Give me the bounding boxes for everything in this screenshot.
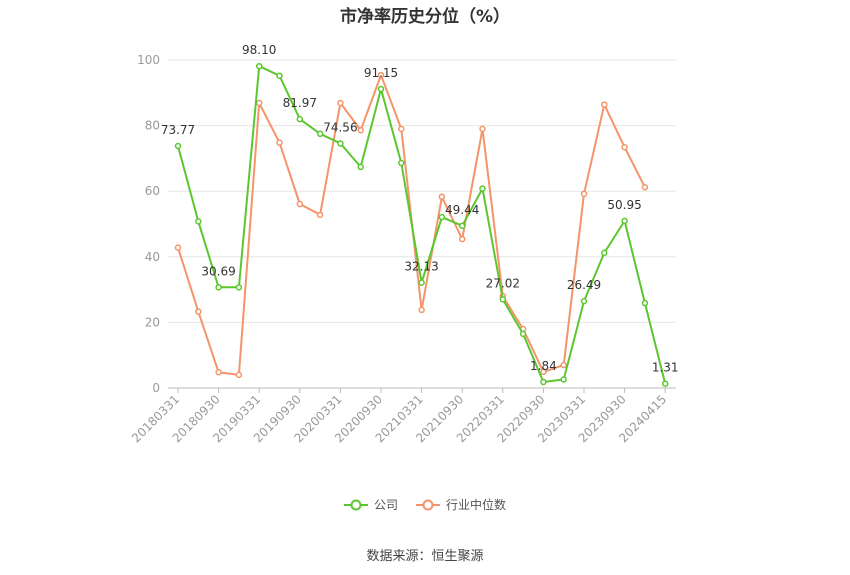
data-source: 数据来源：恒生聚源 <box>366 549 484 564</box>
data-point-industry <box>296 200 304 208</box>
data-label: 74.56 <box>323 120 357 134</box>
data-label: 50.95 <box>607 198 641 212</box>
data-label: 91.15 <box>364 66 398 80</box>
data-point-industry <box>479 125 486 133</box>
data-point-company <box>255 62 263 70</box>
data-point-company <box>235 284 243 291</box>
data-point-industry <box>540 368 547 376</box>
legend-item-industry[interactable]: 行业中位数 <box>416 496 506 513</box>
data-label: 73.77 <box>161 123 195 137</box>
data-point-industry <box>641 184 649 191</box>
data-point-company <box>499 296 507 303</box>
data-label: 81.97 <box>283 96 317 110</box>
data-point-industry <box>458 235 466 243</box>
data-point-industry <box>316 211 324 219</box>
data-label: 98.10 <box>242 43 276 57</box>
data-point-industry <box>215 369 222 376</box>
legend-item-company[interactable]: 公司 <box>343 496 398 513</box>
data-point-company <box>641 299 649 307</box>
legend-marker-company-icon <box>343 499 368 510</box>
legend: 公司 行业中位数 <box>0 496 850 513</box>
legend-label-industry: 行业中位数 <box>446 498 507 512</box>
data-point-industry <box>255 99 263 107</box>
data-point-company <box>458 222 466 230</box>
y-tick-label: 20 <box>145 315 160 329</box>
data-point-company <box>357 163 364 171</box>
data-point-company <box>215 284 222 291</box>
data-point-industry <box>621 143 628 151</box>
legend-marker-industry-icon <box>416 499 440 510</box>
data-point-company <box>601 249 608 257</box>
data-point-industry <box>580 190 588 198</box>
data-point-company <box>661 380 669 387</box>
data-point-company <box>479 185 486 192</box>
data-point-company <box>560 376 567 383</box>
legend-label-company: 公司 <box>373 498 398 512</box>
data-point-company <box>296 115 304 123</box>
data-point-company <box>337 140 344 147</box>
data-point-company <box>519 330 527 338</box>
data-point-industry <box>560 361 567 369</box>
data-point-company <box>276 72 283 79</box>
data-point-company <box>174 142 182 150</box>
data-point-company <box>580 297 588 305</box>
data-point-industry <box>418 306 425 314</box>
data-point-company <box>316 130 324 138</box>
y-tick-label: 40 <box>145 250 160 264</box>
data-label: 1.84 <box>530 359 557 373</box>
data-point-industry <box>601 101 608 108</box>
data-point-company <box>438 213 446 221</box>
data-point-industry <box>195 308 202 315</box>
data-label: 49.44 <box>445 203 479 217</box>
chart-title: 市净率历史分位（%） <box>339 7 511 27</box>
data-point-industry <box>337 99 344 107</box>
data-label: 30.69 <box>201 264 235 278</box>
data-point-company <box>398 159 405 167</box>
data-point-industry <box>174 244 182 251</box>
y-tick-label: 100 <box>137 53 160 67</box>
data-point-industry <box>398 125 405 133</box>
data-point-company <box>621 217 628 225</box>
data-label: 1.31 <box>652 361 679 375</box>
data-point-company <box>377 85 385 93</box>
data-label: 32.13 <box>404 260 438 274</box>
data-point-industry <box>276 139 283 146</box>
data-point-industry <box>377 71 385 79</box>
y-tick-label: 60 <box>145 184 160 198</box>
data-label: 26.49 <box>567 278 601 292</box>
data-label: 27.02 <box>486 276 520 290</box>
data-point-industry <box>357 126 364 134</box>
data-point-company <box>195 218 202 225</box>
data-point-industry <box>438 193 446 201</box>
data-point-company <box>418 279 425 286</box>
y-tick-label: 0 <box>152 381 160 395</box>
data-point-company <box>540 378 547 386</box>
y-tick-label: 80 <box>145 119 160 133</box>
data-point-industry <box>235 371 243 379</box>
